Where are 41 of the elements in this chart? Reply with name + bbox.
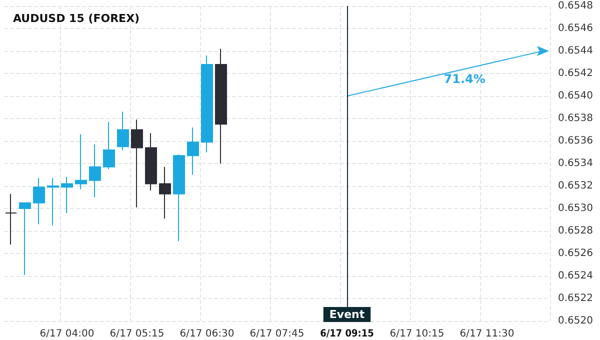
candlestick <box>5 193 17 245</box>
candlestick <box>187 127 199 176</box>
x-tick-label: 6/17 10:15 <box>390 328 444 340</box>
y-tick-label: 0.6528 <box>558 226 593 236</box>
y-tick-label: 0.6534 <box>558 158 593 169</box>
candlestick <box>19 202 31 276</box>
candlestick <box>103 121 115 170</box>
x-tick-label: 6/17 04:00 <box>40 328 94 340</box>
candlestick <box>33 178 45 225</box>
text: AUDUSD 15 (FOREX) <box>13 12 140 25</box>
candlestick <box>75 134 87 190</box>
candlestick <box>131 119 143 208</box>
y-tick-label: 0.6530 <box>558 203 593 214</box>
candlestick <box>89 144 101 198</box>
candlestick <box>145 132 157 191</box>
x-tick-label: 6/17 06:30 <box>180 328 234 340</box>
y-tick-label: 0.6520 <box>558 316 593 326</box>
x-tick-label: 6/17 05:15 <box>110 328 164 340</box>
candlestick <box>159 166 171 220</box>
y-tick-label: 0.6532 <box>558 180 593 192</box>
candlestick <box>61 176 73 214</box>
y-tick-label: 0.6548 <box>558 0 593 12</box>
candlestick <box>117 111 129 150</box>
ref-line-label: Event <box>329 308 365 321</box>
candlestick <box>47 178 59 226</box>
y-tick-label: 0.6522 <box>558 293 593 304</box>
y-tick-label: 0.6540 <box>558 90 593 102</box>
x-tick-label: 6/17 11:30 <box>460 328 514 340</box>
x-tick-label: 6/17 09:15 <box>320 328 374 340</box>
candlestick <box>173 154 185 242</box>
annotation: 71.4% <box>444 72 486 86</box>
y-tick-label: 0.6526 <box>558 248 593 259</box>
y-tick-label: 0.6536 <box>558 136 593 146</box>
y-tick-label: 0.6544 <box>558 46 593 56</box>
y-tick-label: 0.6524 <box>558 270 593 282</box>
y-tick-label: 0.6546 <box>558 23 593 34</box>
x-tick-label: 6/17 07:45 <box>250 328 304 340</box>
y-tick-label: 0.6538 <box>558 113 593 124</box>
y-tick-label: 0.6542 <box>558 68 593 79</box>
candlestick <box>201 55 213 153</box>
candlestick <box>215 48 227 164</box>
